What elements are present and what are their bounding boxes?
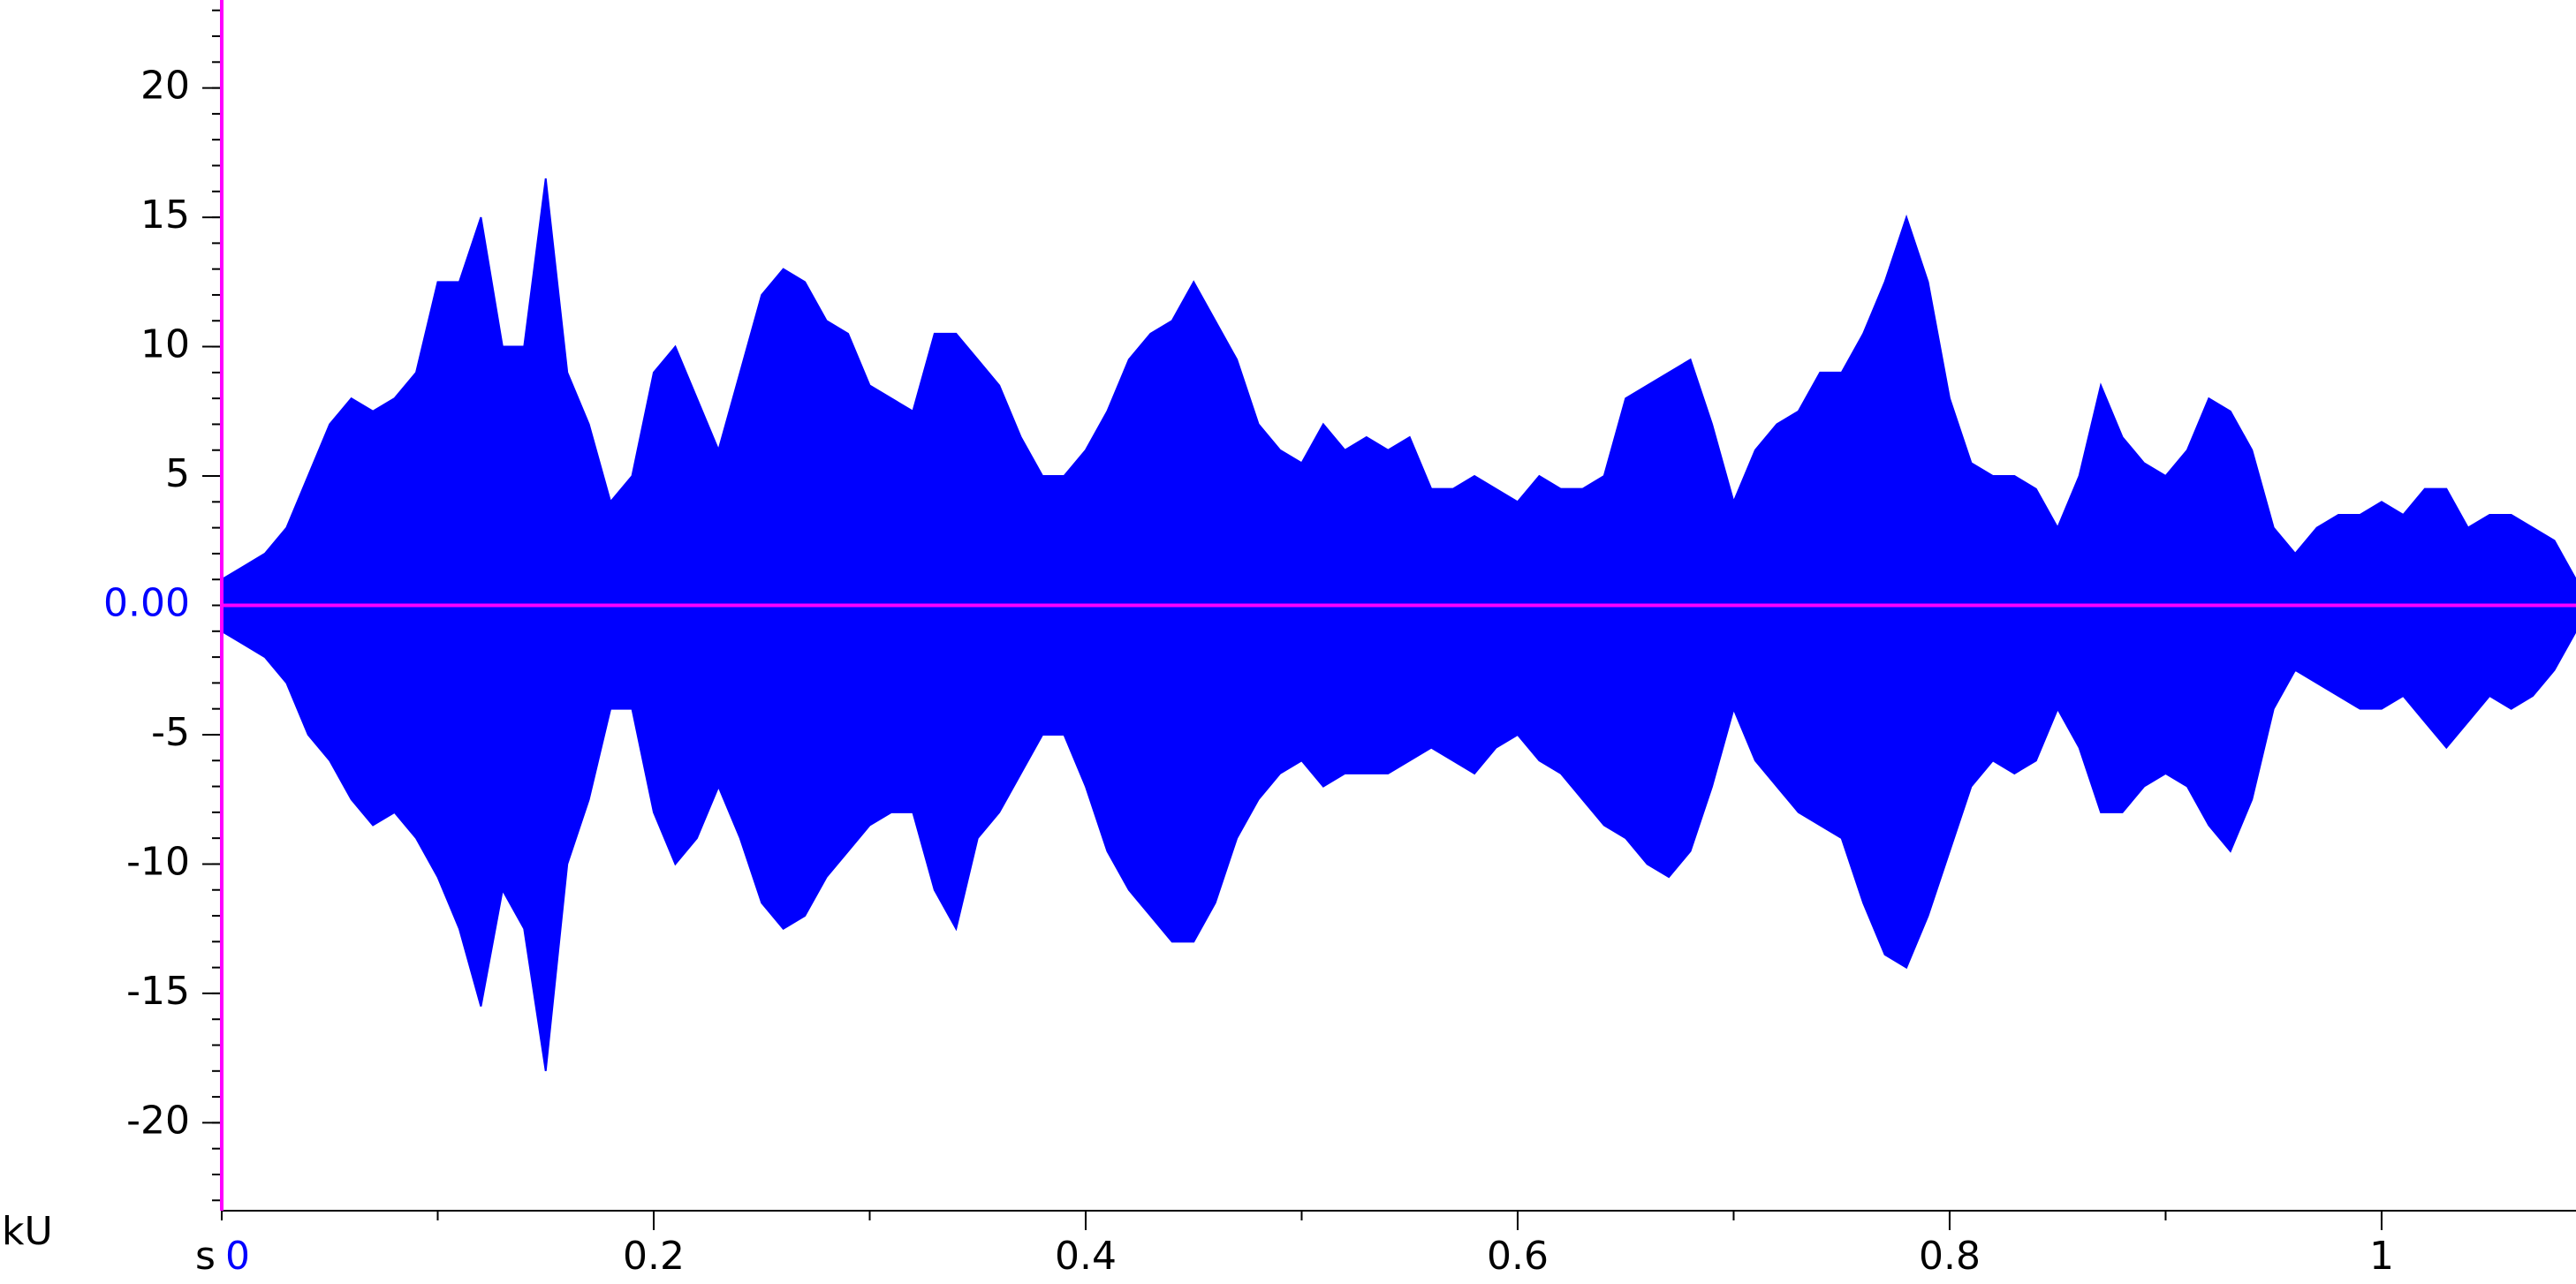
y-unit: kU (2, 1209, 53, 1254)
y-tick-label: 10 (140, 322, 190, 367)
y-tick-label: -5 (151, 710, 190, 755)
y-tick-label: 15 (140, 193, 190, 238)
y-tick-label: 20 (140, 64, 190, 109)
cursor-y-label: 0.00 (103, 581, 190, 626)
x-tick-label: 0.8 (1919, 1234, 1981, 1279)
x-tick-label: 0.2 (623, 1234, 685, 1279)
x-tick-label: 0.4 (1055, 1234, 1117, 1279)
x-tick-label: 1 (2369, 1234, 2394, 1279)
x-tick-label: 0.6 (1487, 1234, 1549, 1279)
waveform-envelope (221, 178, 2576, 607)
y-tick-label: -10 (126, 839, 190, 884)
y-tick-label: -15 (126, 969, 190, 1014)
y-tick-label: 5 (165, 451, 190, 496)
x-unit: s (195, 1234, 216, 1279)
y-tick-label: -20 (126, 1098, 190, 1143)
cursor-x-label: 0 (225, 1234, 250, 1279)
waveform-envelope (221, 604, 2576, 1071)
